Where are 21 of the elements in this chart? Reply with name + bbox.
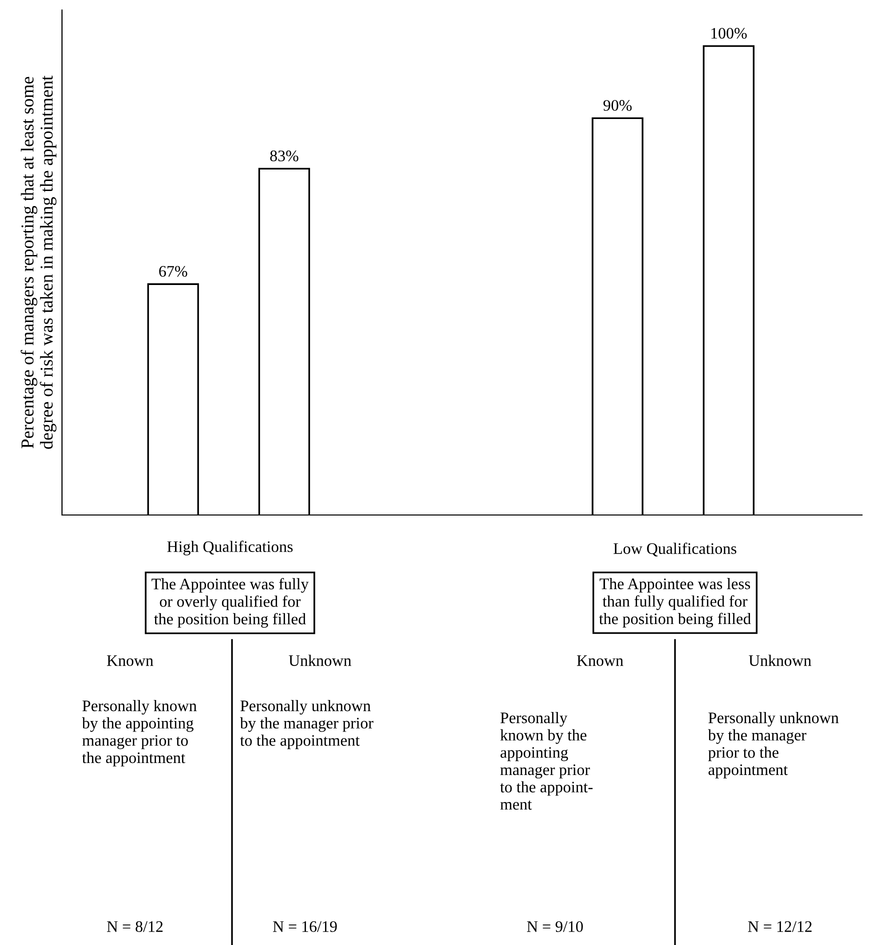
text: N = 9/10 xyxy=(526,921,583,932)
x-tick-label: Known xyxy=(576,655,624,666)
text: Personally known by the appointing manager prior to the appoint- ment xyxy=(500,712,593,810)
text: Personally unknown by the manager prior to the appointment xyxy=(708,712,839,778)
text: N = 8/12 xyxy=(106,921,163,932)
x-tick-label: Unknown xyxy=(748,654,812,666)
data-label: 90% xyxy=(603,100,632,111)
x-tick-label: Unknown xyxy=(288,654,352,666)
text: The Appointee was less than fully qualified for the position being filled xyxy=(599,578,751,628)
data-label: 67% xyxy=(159,266,188,277)
x-tick-label: Known xyxy=(106,655,154,666)
data-label: 83% xyxy=(270,150,298,162)
data-label: 100% xyxy=(711,28,747,39)
text: High Qualifications xyxy=(167,540,293,556)
text: The Appointee was fully or overly qualified for the position being filled xyxy=(152,578,309,628)
text: Low Qualifications xyxy=(614,542,736,556)
text: N = 12/12 xyxy=(748,921,812,932)
text: Personally unknown by the manager prior to the appointment xyxy=(240,700,374,750)
text: N = 16/19 xyxy=(273,921,337,932)
y-axis-title: Percentage of managers reporting that at least some degree of risk was taken in making the appointment xyxy=(20,76,56,449)
text: Personally known by the appointing manager prior to the appointment xyxy=(82,700,197,766)
